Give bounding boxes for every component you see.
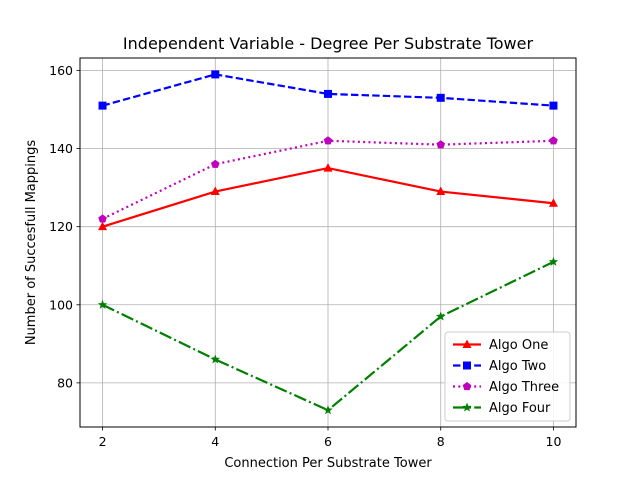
series-line xyxy=(102,73,554,107)
data-point-star xyxy=(97,299,108,309)
data-point-square xyxy=(211,70,220,79)
data-point-square xyxy=(98,101,107,110)
data-point-square xyxy=(436,93,445,102)
data-point-triangle xyxy=(323,163,333,172)
series-algo-three xyxy=(98,136,558,223)
y-tick-label: 100 xyxy=(49,297,73,312)
legend-label: Algo Two xyxy=(489,359,546,374)
x-tick-label: 10 xyxy=(546,434,562,449)
y-tick-label: 80 xyxy=(57,375,73,390)
legend-label: Algo One xyxy=(489,338,548,353)
data-point-pentagon xyxy=(98,214,107,223)
data-point-square xyxy=(549,101,558,110)
series-layer xyxy=(97,70,559,415)
series-algo-four xyxy=(97,256,559,415)
data-point-star xyxy=(210,354,221,364)
data-point-square xyxy=(324,89,332,98)
data-point-triangle xyxy=(210,186,220,196)
legend-label: Algo Four xyxy=(489,401,551,416)
legend: Algo One Algo Two Algo Three Algo Four xyxy=(444,331,571,422)
data-point-triangle xyxy=(436,186,446,196)
data-point-triangle xyxy=(548,198,558,207)
x-axis-label: Connection Per Substrate Tower xyxy=(224,456,432,471)
y-axis-label: Number of Succesfull Mappings xyxy=(24,140,39,346)
data-point-triangle xyxy=(462,339,472,348)
ticks: 2 4 6 8 10 80 100 120 140 160 xyxy=(49,63,561,449)
data-point-pentagon xyxy=(436,140,446,149)
data-point-pentagon xyxy=(462,382,472,391)
x-tick-label: 8 xyxy=(437,434,445,449)
y-tick-label: 140 xyxy=(49,141,73,156)
grid xyxy=(80,58,576,427)
chart-title: Independent Variable - Degree Per Substr… xyxy=(123,34,534,53)
series-algo-two xyxy=(98,70,558,110)
data-point-pentagon xyxy=(549,136,558,145)
data-point-star xyxy=(462,402,472,412)
data-point-star xyxy=(323,405,333,415)
data-point-pentagon xyxy=(210,159,220,168)
series-algo-one xyxy=(98,163,558,231)
y-tick-label: 120 xyxy=(49,219,73,234)
x-tick-label: 6 xyxy=(324,434,332,449)
legend-box xyxy=(444,331,571,422)
data-point-pentagon xyxy=(323,136,333,145)
data-point-triangle xyxy=(98,221,108,231)
y-tick-label: 160 xyxy=(49,63,73,78)
legend-label: Algo Three xyxy=(489,380,559,395)
data-point-star xyxy=(435,311,446,321)
data-point-square xyxy=(463,361,471,370)
data-point-star xyxy=(548,256,559,266)
x-tick-label: 2 xyxy=(99,434,107,449)
x-tick-label: 4 xyxy=(211,434,219,449)
